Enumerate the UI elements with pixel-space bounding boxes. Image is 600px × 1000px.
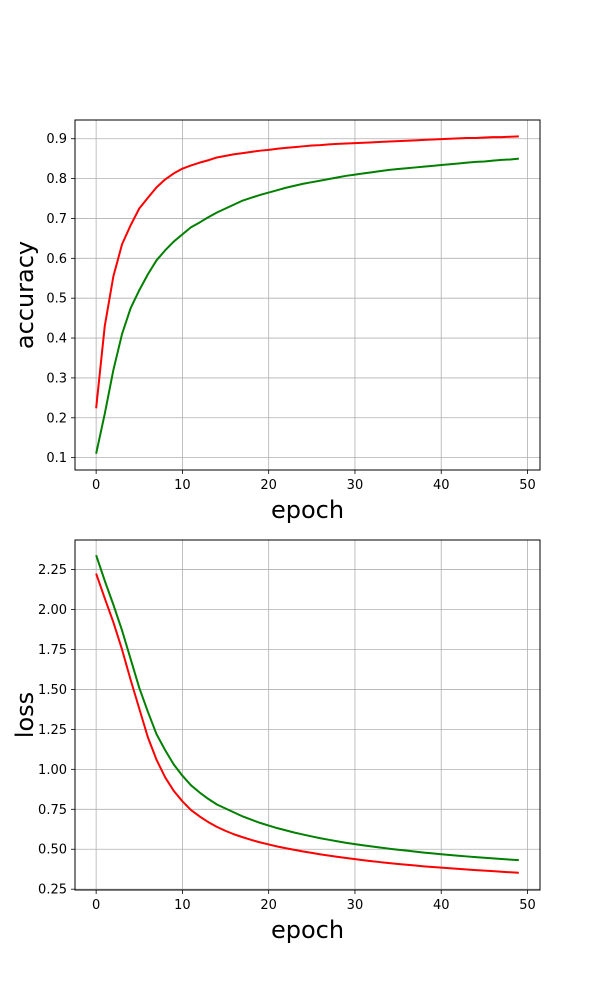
loss-y-tick-label: 2.25 <box>38 563 67 578</box>
loss-x-tick-label: 10 <box>174 898 191 913</box>
accuracy-x-tick-label: 10 <box>174 478 191 493</box>
accuracy-series <box>95 135 519 454</box>
loss-y-tick-label: 0.50 <box>38 843 67 858</box>
accuracy-x-tick-label: 50 <box>519 478 536 493</box>
accuracy-y-tick-label: 0.8 <box>46 172 67 187</box>
loss-y-axis-label: loss <box>11 692 39 738</box>
loss-chart: 0 10 20 30 40 50 0.25 0.50 0.75 1.00 1.25 1.50 1.75 2… <box>11 539 541 944</box>
accuracy-y-tick-label: 0.4 <box>46 332 67 347</box>
accuracy-series-line-2 <box>95 157 519 454</box>
accuracy-y-tick-label: 0.3 <box>46 371 67 386</box>
accuracy-y-tick-label: 0.7 <box>46 212 67 227</box>
loss-y-tick-label: 1.25 <box>38 723 67 738</box>
accuracy-grid <box>75 120 540 470</box>
loss-series-line-2 <box>95 554 519 862</box>
loss-x-tick-label: 30 <box>347 898 364 913</box>
accuracy-x-tick-label: 40 <box>433 478 450 493</box>
accuracy-ticks: 0 10 20 30 40 50 0.1 0.2 0.3 0.4 0.5 0.6 0.7 0.8 0.9 <box>46 132 535 493</box>
loss-grid <box>75 540 540 890</box>
loss-series-line-1 <box>95 573 519 874</box>
loss-series <box>95 554 519 874</box>
accuracy-x-tick-label: 0 <box>92 478 100 493</box>
accuracy-series-line-1 <box>95 135 519 409</box>
loss-y-tick-label: 2.00 <box>38 603 67 618</box>
accuracy-plot-frame <box>74 119 541 471</box>
accuracy-y-tick-label: 0.5 <box>46 292 67 307</box>
loss-x-axis-label: epoch <box>271 916 344 944</box>
loss-y-tick-label: 1.00 <box>38 763 67 778</box>
loss-x-tick-label: 40 <box>433 898 450 913</box>
accuracy-x-tick-label: 20 <box>260 478 277 493</box>
accuracy-x-axis-label: epoch <box>271 496 344 524</box>
accuracy-chart: 0 10 20 30 40 50 0.1 0.2 0.3 0.4 0.5 0.6 0.7 0.8 0.9 e… <box>11 119 541 524</box>
loss-plot-frame <box>74 539 541 891</box>
loss-ticks: 0 10 20 30 40 50 0.25 0.50 0.75 1.00 1.25 1.50 1.75 2… <box>38 563 536 913</box>
loss-x-tick-label: 20 <box>260 898 277 913</box>
loss-x-tick-label: 0 <box>92 898 100 913</box>
loss-y-tick-label: 1.75 <box>38 643 67 658</box>
accuracy-x-tick-label: 30 <box>347 478 364 493</box>
accuracy-y-tick-label: 0.6 <box>46 252 67 267</box>
loss-x-tick-label: 50 <box>519 898 536 913</box>
accuracy-y-axis-label: accuracy <box>11 241 39 349</box>
loss-y-tick-label: 0.75 <box>38 803 67 818</box>
accuracy-y-tick-label: 0.9 <box>46 132 67 147</box>
accuracy-y-tick-label: 0.2 <box>46 411 67 426</box>
loss-y-tick-label: 0.25 <box>38 883 67 898</box>
accuracy-y-tick-label: 0.1 <box>46 451 67 466</box>
loss-y-tick-label: 1.50 <box>38 683 67 698</box>
